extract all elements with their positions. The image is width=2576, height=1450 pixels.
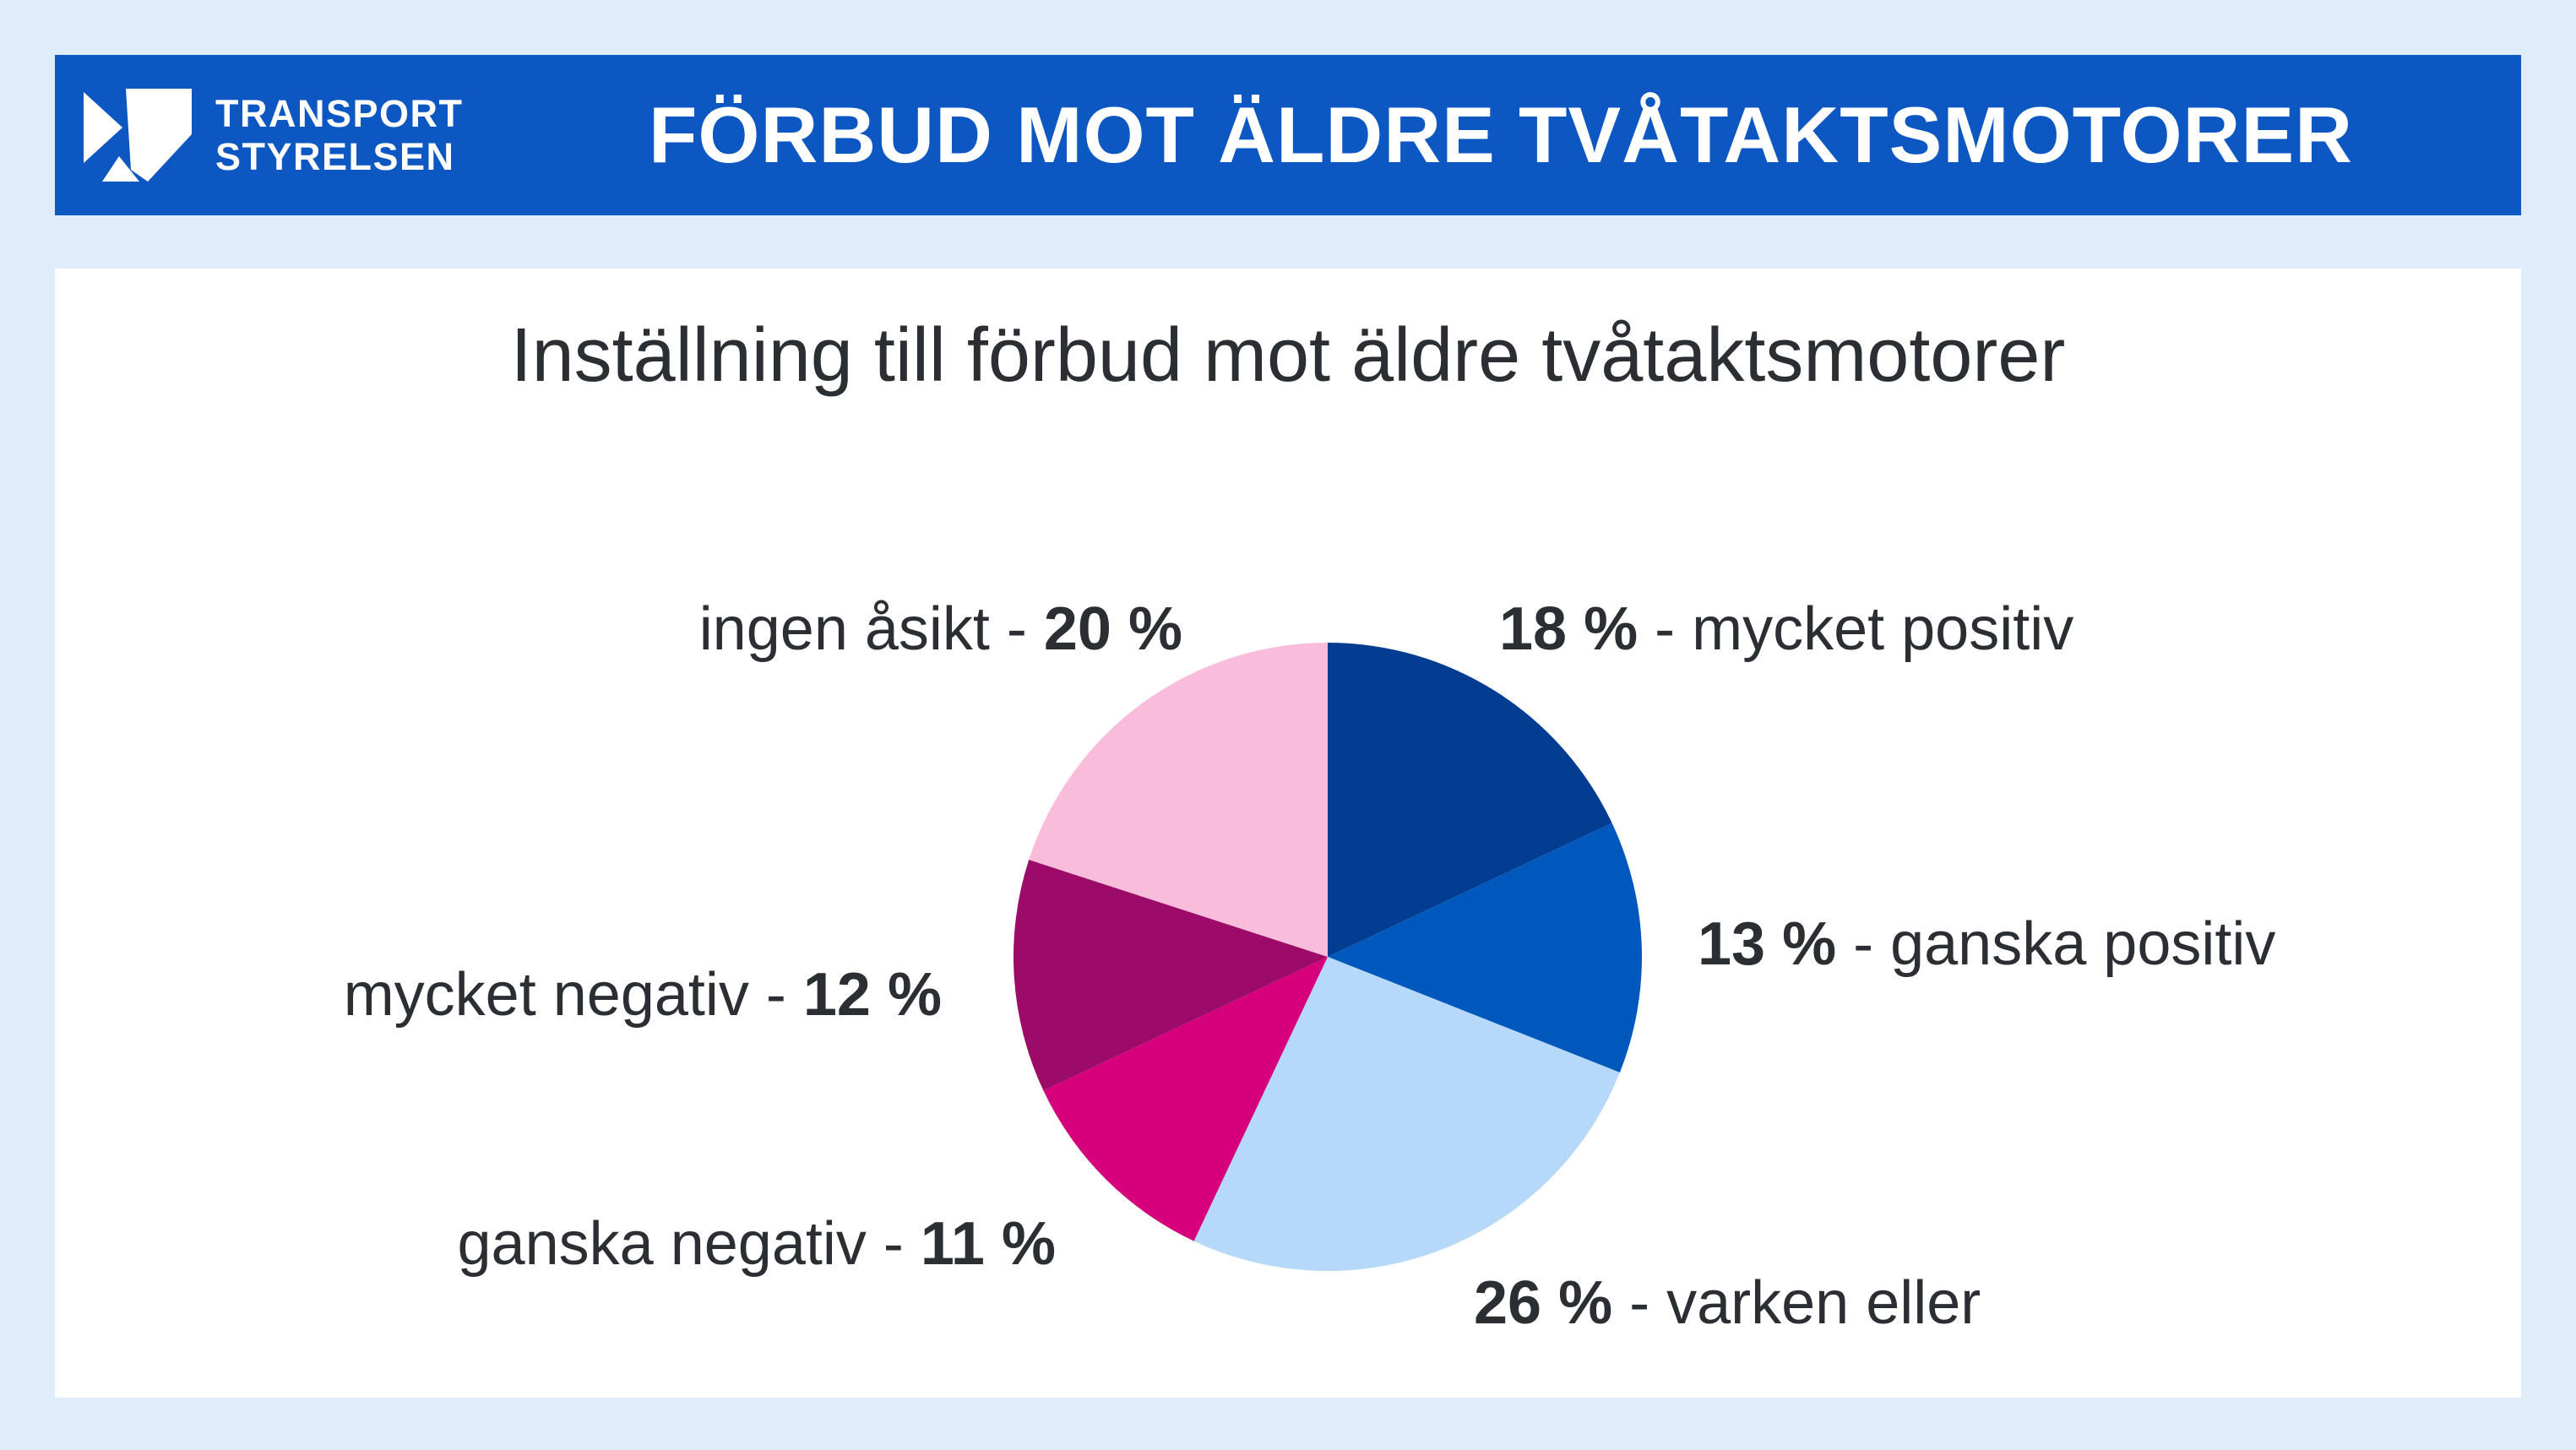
pie-slice-ganska-positiv bbox=[1328, 823, 1643, 1073]
label-ganska-negativ-text: ganska negativ - bbox=[457, 1210, 921, 1278]
logo-wordmark: TRANSPORT STYRELSEN bbox=[215, 92, 464, 178]
chart-card: Inställning till förbud mot äldre tvåtak… bbox=[55, 269, 2521, 1398]
pie-chart-container bbox=[1008, 638, 1647, 1276]
label-ganska-positiv: 13 % - ganska positiv bbox=[1698, 908, 2275, 980]
pie-slice-mycket-negativ bbox=[1014, 860, 1328, 1091]
pie-chart bbox=[1014, 643, 1643, 1272]
transportstyrelsen-logo-icon bbox=[84, 89, 193, 182]
header-title: FÖRBUD MOT ÄLDRE TVÅTAKTSMOTORER bbox=[648, 90, 2354, 179]
transportstyrelsen-logo: TRANSPORT STYRELSEN bbox=[55, 89, 531, 182]
pie-slice-mycket-positiv bbox=[1328, 643, 1612, 957]
label-ingen-asikt: ingen åsikt - 20 % bbox=[699, 593, 1182, 665]
pie-slice-varken-eller bbox=[1193, 957, 1620, 1272]
label-ganska-negativ-value: 11 % bbox=[920, 1210, 1056, 1278]
label-mycket-positiv-text: - mycket positiv bbox=[1638, 595, 2074, 663]
pie-slice-ganska-negativ bbox=[1043, 957, 1328, 1241]
label-varken-eller: 26 % - varken eller bbox=[1474, 1267, 1981, 1339]
label-varken-eller-text: - varken eller bbox=[1612, 1269, 1981, 1337]
label-varken-eller-value: 26 % bbox=[1474, 1269, 1613, 1337]
logo-wordmark-line2: STYRELSEN bbox=[215, 135, 455, 178]
label-mycket-positiv-value: 18 % bbox=[1499, 595, 1639, 663]
header-bar: TRANSPORT STYRELSEN FÖRBUD MOT ÄLDRE TVÅ… bbox=[55, 55, 2521, 215]
label-mycket-negativ: mycket negativ - 12 % bbox=[344, 959, 942, 1031]
label-mycket-negativ-value: 12 % bbox=[802, 961, 942, 1029]
label-ganska-positiv-value: 13 % bbox=[1698, 910, 1837, 978]
label-ganska-positiv-text: - ganska positiv bbox=[1836, 910, 2276, 978]
label-ingen-asikt-value: 20 % bbox=[1043, 595, 1182, 663]
label-ingen-asikt-text: ingen åsikt - bbox=[698, 595, 1044, 663]
pie-slice-ingen-åsikt bbox=[1029, 643, 1328, 957]
label-mycket-positiv: 18 % - mycket positiv bbox=[1499, 593, 2073, 665]
logo-wordmark-line1: TRANSPORT bbox=[215, 92, 464, 135]
label-mycket-negativ-text: mycket negativ - bbox=[343, 961, 803, 1029]
chart-title: Inställning till förbud mot äldre tvåtak… bbox=[510, 313, 2066, 398]
label-ganska-negativ: ganska negativ - 11 % bbox=[458, 1208, 1056, 1280]
